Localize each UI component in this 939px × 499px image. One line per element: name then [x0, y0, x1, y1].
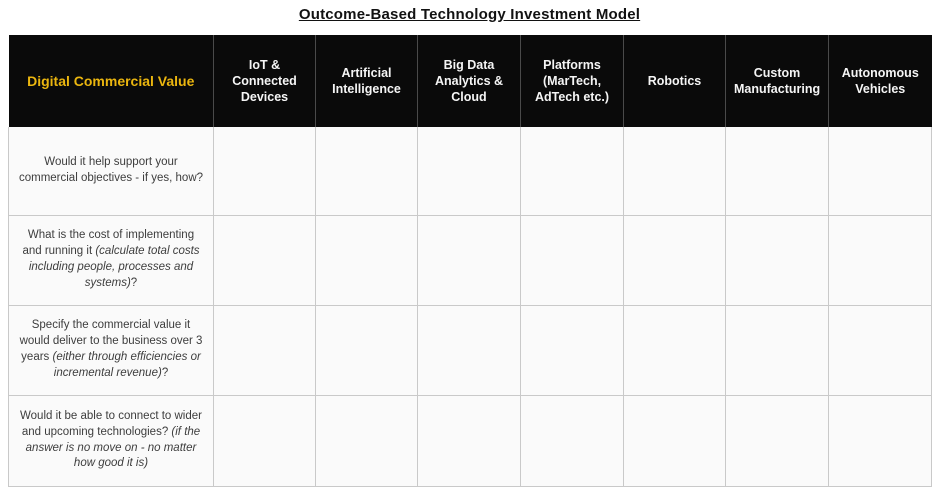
answer-cell	[623, 304, 726, 396]
answer-cell	[213, 127, 316, 216]
answer-cell	[828, 214, 932, 306]
answer-cell	[213, 304, 316, 396]
question-cell-3: Specify the commercial value it would de…	[8, 304, 214, 396]
answer-cell	[623, 394, 726, 487]
answer-cell	[417, 394, 521, 487]
answer-cell	[828, 394, 932, 487]
column-header-3: Big Data Analytics & Cloud	[417, 35, 521, 127]
column-header-2: Artificial Intelligence	[315, 35, 418, 127]
answer-cell	[417, 127, 521, 216]
answer-cell	[623, 214, 726, 306]
question-note-text: (calculate total costs including people,…	[28, 245, 200, 289]
question-text: ?	[130, 276, 138, 289]
answer-cell	[520, 214, 624, 306]
answer-cell	[315, 214, 418, 306]
question-text: Specify the commercial value it would de…	[19, 319, 203, 363]
answer-cell	[520, 394, 624, 487]
answer-cell	[520, 304, 624, 396]
question-cell-1: Would it help support your commercial ob…	[8, 127, 214, 216]
question-note-text: (if the answer is no move on - no matter…	[25, 425, 201, 470]
column-header-6: Custom Manufacturing	[725, 35, 829, 127]
question-text: Would it be able to connect to wider and…	[20, 409, 202, 438]
column-header-digital-commercial-value: Digital Commercial Value	[8, 35, 214, 127]
question-cell-4: Would it be able to connect to wider and…	[8, 394, 214, 487]
column-header-5: Robotics	[623, 35, 726, 127]
table-row: Would it be able to connect to wider and…	[8, 394, 932, 487]
answer-cell	[725, 127, 829, 216]
page-title: Outcome-Based Technology Investment Mode…	[298, 6, 641, 23]
column-header-4: Platforms (MarTech, AdTech etc.)	[520, 35, 624, 127]
answer-cell	[213, 214, 316, 306]
answer-cell	[828, 127, 932, 216]
answer-cell	[725, 304, 829, 396]
answer-cell	[315, 394, 418, 487]
column-header-1: IoT & Connected Devices	[213, 35, 316, 127]
answer-cell	[623, 127, 726, 216]
answer-cell	[417, 214, 521, 306]
answer-cell	[213, 394, 316, 487]
answer-cell	[315, 127, 418, 216]
answer-cell	[520, 127, 624, 216]
question-note-text: (either through efficiencies or incremen…	[52, 351, 201, 379]
table-row: Would it help support your commercial ob…	[8, 127, 932, 216]
question-text: Would it help support your commercial ob…	[18, 155, 204, 184]
answer-cell	[725, 394, 829, 487]
investment-model-table: Digital Commercial Value IoT & Connected…	[8, 35, 932, 487]
answer-cell	[828, 304, 932, 396]
table-body: Would it help support your commercial ob…	[8, 127, 932, 487]
column-header-7: Autonomous Vehicles	[828, 35, 932, 127]
table-row: Specify the commercial value it would de…	[8, 304, 932, 396]
answer-cell	[315, 304, 418, 396]
header-row: Digital Commercial Value IoT & Connected…	[8, 35, 932, 127]
question-text: ?	[161, 366, 169, 379]
answer-cell	[417, 304, 521, 396]
table-row: What is the cost of implementing and run…	[8, 214, 932, 306]
question-cell-2: What is the cost of implementing and run…	[8, 214, 214, 306]
answer-cell	[725, 214, 829, 306]
question-text: What is the cost of implementing and run…	[22, 229, 195, 258]
